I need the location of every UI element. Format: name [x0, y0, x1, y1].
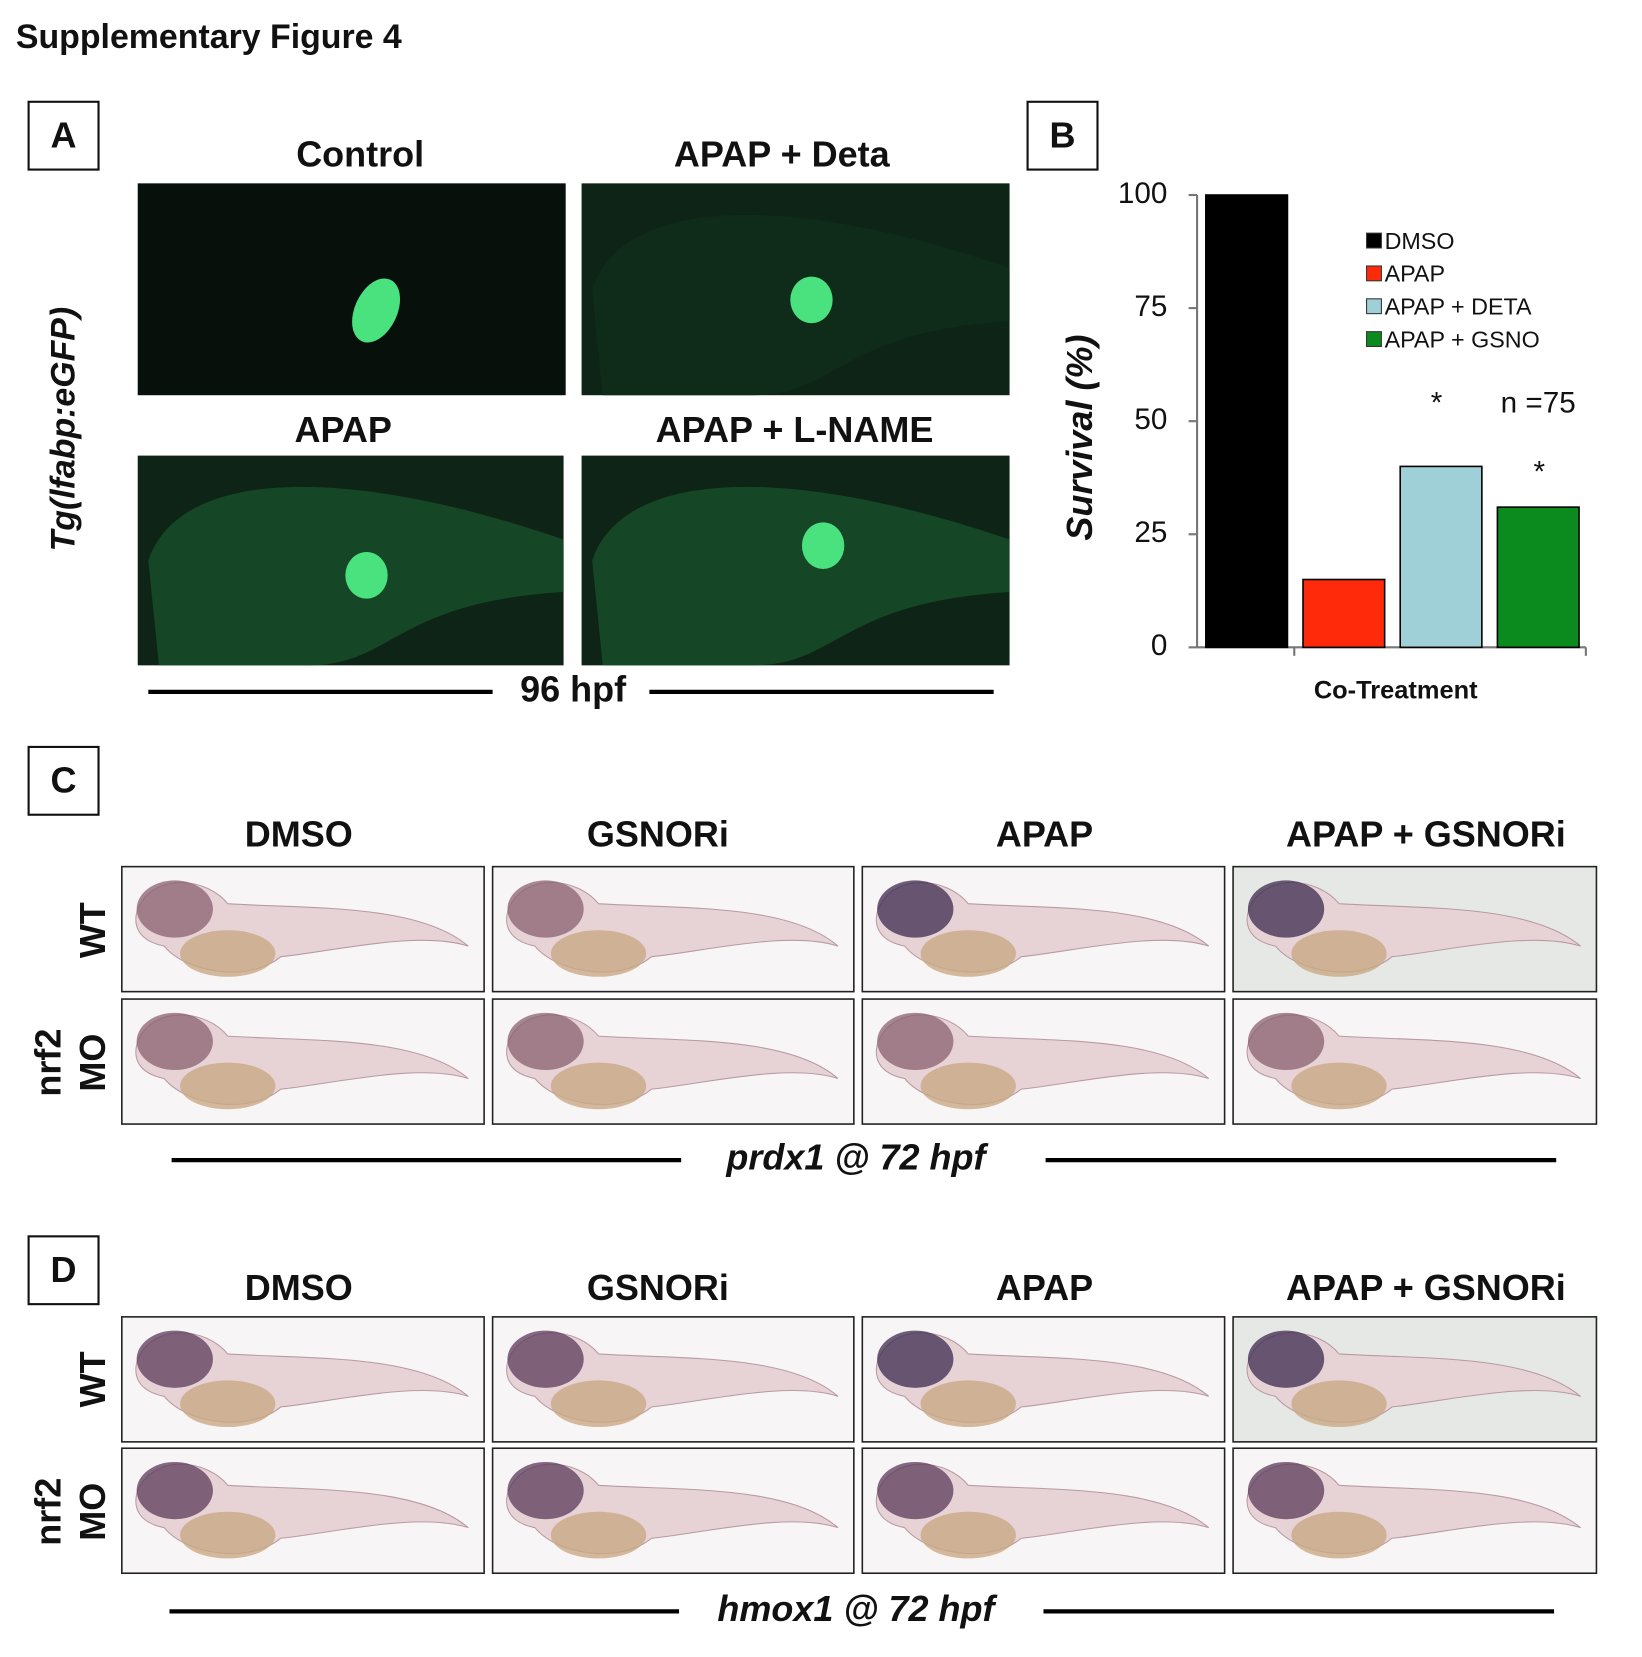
embryo-yolk — [1291, 930, 1387, 977]
embryo-yolk — [1291, 1062, 1387, 1110]
liver-signal — [345, 552, 388, 599]
y-tick-label: 0 — [1151, 629, 1168, 662]
embryo-outline — [592, 486, 1010, 666]
embryo-head — [507, 880, 584, 938]
bar — [1399, 465, 1483, 649]
embryo-yolk — [550, 1062, 647, 1110]
footer-label: 96 hpf — [520, 668, 627, 709]
panel-box — [27, 1235, 100, 1306]
column-title: DMSO — [245, 1267, 353, 1308]
embryo-yolk — [550, 1380, 647, 1428]
embryo-yolk — [920, 930, 1016, 977]
embryo-yolk — [920, 1062, 1016, 1110]
column-title: APAP + GSNORi — [1286, 1267, 1566, 1308]
liver-signal — [352, 278, 401, 343]
column-title: APAP — [996, 1267, 1093, 1308]
embryo-yolk — [180, 1380, 276, 1428]
footer-label: hmox1 @ 72 hpf — [717, 1588, 997, 1629]
panel-box — [1026, 100, 1099, 171]
row-label: WT — [72, 902, 113, 958]
embryo-yolk — [550, 1511, 647, 1559]
legend-label: APAP + DETA — [1385, 294, 1532, 320]
embryo-head — [136, 1461, 213, 1520]
embryo-head — [136, 1012, 213, 1071]
y-label: Tg(lfabp:eGFP) — [45, 307, 83, 552]
embryo-yolk — [180, 1511, 276, 1559]
embryo-head — [877, 880, 954, 938]
panel-label: D — [51, 1249, 77, 1290]
condition-title: APAP — [295, 409, 392, 450]
embryo-yolk — [1291, 1380, 1387, 1428]
micrograph — [137, 183, 566, 396]
bar — [1302, 578, 1386, 649]
x-tick-label: Co-Treatment — [1314, 677, 1478, 705]
y-tick-label: 75 — [1134, 290, 1167, 323]
y-tick-label: 25 — [1134, 516, 1167, 549]
column-title: GSNORi — [587, 1267, 729, 1308]
footer-label: prdx1 @ 72 hpf — [725, 1137, 988, 1178]
annotation: * — [1431, 387, 1443, 420]
embryo-head — [1247, 1330, 1325, 1388]
legend-swatch — [1366, 232, 1382, 249]
embryo-head — [1247, 1461, 1325, 1520]
panel-box — [27, 100, 100, 171]
embryo-head — [507, 1012, 584, 1071]
legend-label: APAP + GSNO — [1385, 326, 1540, 352]
liver-signal — [801, 522, 845, 569]
column-title: APAP + GSNORi — [1286, 813, 1566, 854]
legend-label: DMSO — [1385, 228, 1455, 254]
embryo-yolk — [180, 1062, 276, 1110]
embryo-yolk — [550, 930, 647, 977]
figure-title: Supplementary Figure 4 — [16, 18, 402, 56]
embryo-head — [507, 1461, 584, 1520]
column-title: GSNORi — [587, 813, 729, 854]
y-tick-label: 100 — [1118, 177, 1167, 210]
legend-swatch — [1366, 331, 1382, 348]
embryo-head — [877, 1461, 954, 1520]
row-label: nrf2 — [27, 1029, 68, 1097]
embryo-yolk — [180, 930, 276, 977]
embryo-yolk — [1291, 1511, 1387, 1559]
embryo-head — [136, 1330, 213, 1388]
y-tick-label: 50 — [1134, 403, 1167, 436]
y-axis-title: Survival (%) — [1059, 335, 1100, 541]
condition-title: APAP + L-NAME — [656, 409, 934, 450]
embryo-yolk — [920, 1511, 1016, 1559]
condition-title: APAP + Deta — [674, 133, 891, 174]
embryo-head — [507, 1330, 584, 1388]
embryo-head — [136, 880, 213, 938]
bar — [1205, 194, 1289, 649]
legend-label: APAP — [1385, 261, 1445, 287]
embryo-yolk — [920, 1380, 1016, 1428]
annotation: * — [1533, 455, 1545, 488]
annotation: n =75 — [1501, 387, 1576, 420]
bar — [1496, 506, 1580, 649]
liver-signal — [790, 276, 833, 324]
panel-box — [27, 745, 100, 816]
row-label: WT — [72, 1351, 113, 1407]
embryo-head — [877, 1012, 954, 1071]
row-label: MO — [72, 1483, 113, 1541]
embryo-head — [877, 1330, 954, 1388]
condition-title: Control — [296, 133, 424, 174]
panel-label: C — [51, 759, 77, 800]
row-label: nrf2 — [27, 1478, 68, 1546]
panel-label: A — [51, 114, 77, 155]
embryo-head — [1247, 1012, 1325, 1071]
legend-swatch — [1366, 265, 1382, 282]
column-title: APAP — [996, 813, 1093, 854]
embryo-head — [1247, 880, 1325, 938]
row-label: MO — [72, 1034, 113, 1092]
column-title: DMSO — [245, 813, 353, 854]
legend-swatch — [1366, 298, 1382, 315]
panel-label: B — [1050, 114, 1076, 155]
